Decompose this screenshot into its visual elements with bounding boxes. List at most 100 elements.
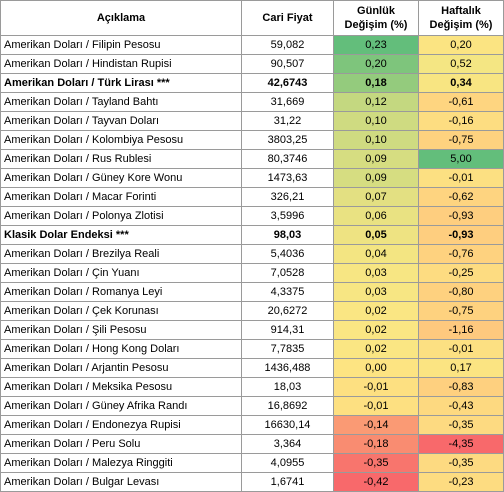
daily-change-cell: 0,07 bbox=[333, 187, 419, 207]
price-cell: 80,3746 bbox=[241, 149, 334, 169]
table-row: Amerikan Doları / Kolombiya Pesosu 3803,2… bbox=[0, 130, 504, 150]
table-row: Amerikan Doları / Tayvan Doları 31,22 0,10… bbox=[0, 111, 504, 131]
name-cell: Amerikan Doları / Hong Kong Doları bbox=[0, 339, 242, 359]
daily-change-cell: 0,00 bbox=[333, 358, 419, 378]
name-cell: Amerikan Doları / Bulgar Levası bbox=[0, 472, 242, 492]
table-row: Amerikan Doları / Çin Yuanı 7,0528 0,03 -0,… bbox=[0, 263, 504, 283]
weekly-change-cell: -0,80 bbox=[418, 282, 504, 302]
name-cell: Amerikan Doları / Macar Forinti bbox=[0, 187, 242, 207]
name-cell: Amerikan Doları / Şili Pesosu bbox=[0, 320, 242, 340]
weekly-change-cell: -0,01 bbox=[418, 168, 504, 188]
daily-change-cell: -0,01 bbox=[333, 377, 419, 397]
table-row: Amerikan Doları / Tayland Bahtı 31,669 0,1… bbox=[0, 92, 504, 112]
name-cell: Klasik Dolar Endeksi *** bbox=[0, 225, 242, 245]
weekly-change-cell: 5,00 bbox=[418, 149, 504, 169]
name-cell: Amerikan Doları / Arjantin Pesosu bbox=[0, 358, 242, 378]
daily-change-cell: 0,06 bbox=[333, 206, 419, 226]
header-weekly-line2: Değişim (%) bbox=[429, 19, 493, 31]
price-cell: 4,0955 bbox=[241, 453, 334, 473]
name-cell: Amerikan Doları / Kolombiya Pesosu bbox=[0, 130, 242, 150]
weekly-change-cell: -0,35 bbox=[418, 453, 504, 473]
daily-change-cell: 0,10 bbox=[333, 130, 419, 150]
price-cell: 7,0528 bbox=[241, 263, 334, 283]
table-row: Amerikan Doları / Arjantin Pesosu 1436,48… bbox=[0, 358, 504, 378]
header-name: Açıklama bbox=[0, 0, 242, 36]
weekly-change-cell: -1,16 bbox=[418, 320, 504, 340]
weekly-change-cell: -0,83 bbox=[418, 377, 504, 397]
table-row: Amerikan Doları / Brezilya Reali 5,4036 0,… bbox=[0, 244, 504, 264]
price-cell: 16,8692 bbox=[241, 396, 334, 416]
daily-change-cell: 0,03 bbox=[333, 282, 419, 302]
table-row: Amerikan Doları / Malezya Ringgiti 4,0955… bbox=[0, 453, 504, 473]
header-daily-line2: Değişim (%) bbox=[344, 19, 408, 31]
price-cell: 4,3375 bbox=[241, 282, 334, 302]
daily-change-cell: 0,05 bbox=[333, 225, 419, 245]
table-row: Amerikan Doları / Macar Forinti 326,21 0,0… bbox=[0, 187, 504, 207]
price-cell: 59,082 bbox=[241, 35, 334, 55]
price-cell: 16630,14 bbox=[241, 415, 334, 435]
price-cell: 42,6743 bbox=[241, 73, 334, 93]
weekly-change-cell: -0,62 bbox=[418, 187, 504, 207]
name-cell: Amerikan Doları / Romanya Leyi bbox=[0, 282, 242, 302]
name-cell: Amerikan Doları / Meksika Pesosu bbox=[0, 377, 242, 397]
price-cell: 90,507 bbox=[241, 54, 334, 74]
header-row: Açıklama Cari Fiyat Günlük Değişim (%) Ha… bbox=[0, 0, 504, 36]
header-price: Cari Fiyat bbox=[241, 0, 334, 36]
table-row: Amerikan Doları / Romanya Leyi 4,3375 0,03… bbox=[0, 282, 504, 302]
table-row: Amerikan Doları / Peru Solu 3,364 -0,18 -4,… bbox=[0, 434, 504, 454]
price-cell: 3,364 bbox=[241, 434, 334, 454]
table-row: Amerikan Doları / Meksika Pesosu 18,03 -0,… bbox=[0, 377, 504, 397]
weekly-change-cell: -0,16 bbox=[418, 111, 504, 131]
table-body: Amerikan Doları / Filipin Pesosu 59,082 0,… bbox=[0, 35, 504, 492]
price-cell: 20,6272 bbox=[241, 301, 334, 321]
weekly-change-cell: -0,01 bbox=[418, 339, 504, 359]
price-cell: 326,21 bbox=[241, 187, 334, 207]
weekly-change-cell: -4,35 bbox=[418, 434, 504, 454]
price-cell: 5,4036 bbox=[241, 244, 334, 264]
header-daily-line1: Günlük bbox=[357, 5, 395, 17]
daily-change-cell: -0,01 bbox=[333, 396, 419, 416]
daily-change-cell: -0,35 bbox=[333, 453, 419, 473]
daily-change-cell: 0,02 bbox=[333, 320, 419, 340]
name-cell: Amerikan Doları / Brezilya Reali bbox=[0, 244, 242, 264]
table-row: Klasik Dolar Endeksi *** 98,03 0,05 -0,93 bbox=[0, 225, 504, 245]
weekly-change-cell: -0,93 bbox=[418, 206, 504, 226]
table-row: Amerikan Doları / Türk Lirası *** 42,6743… bbox=[0, 73, 504, 93]
table-row: Amerikan Doları / Rus Rublesi 80,3746 0,09… bbox=[0, 149, 504, 169]
price-cell: 3803,25 bbox=[241, 130, 334, 150]
table-row: Amerikan Doları / Çek Korunası 20,6272 0,0… bbox=[0, 301, 504, 321]
price-cell: 7,7835 bbox=[241, 339, 334, 359]
price-cell: 31,669 bbox=[241, 92, 334, 112]
weekly-change-cell: -0,61 bbox=[418, 92, 504, 112]
name-cell: Amerikan Doları / Çek Korunası bbox=[0, 301, 242, 321]
table-row: Amerikan Doları / Polonya Zlotisi 3,5996 0… bbox=[0, 206, 504, 226]
table-row: Amerikan Doları / Hindistan Rupisi 90,507… bbox=[0, 54, 504, 74]
header-weekly-line1: Haftalık bbox=[441, 5, 481, 17]
weekly-change-cell: 0,17 bbox=[418, 358, 504, 378]
header-daily-change: Günlük Değişim (%) bbox=[333, 0, 419, 36]
weekly-change-cell: 0,20 bbox=[418, 35, 504, 55]
weekly-change-cell: -0,23 bbox=[418, 472, 504, 492]
name-cell: Amerikan Doları / Tayland Bahtı bbox=[0, 92, 242, 112]
name-cell: Amerikan Doları / Peru Solu bbox=[0, 434, 242, 454]
daily-change-cell: 0,02 bbox=[333, 339, 419, 359]
daily-change-cell: 0,09 bbox=[333, 149, 419, 169]
daily-change-cell: -0,42 bbox=[333, 472, 419, 492]
daily-change-cell: 0,20 bbox=[333, 54, 419, 74]
name-cell: Amerikan Doları / Güney Kore Wonu bbox=[0, 168, 242, 188]
table-row: Amerikan Doları / Bulgar Levası 1,6741 -0,… bbox=[0, 472, 504, 492]
name-cell: Amerikan Doları / Polonya Zlotisi bbox=[0, 206, 242, 226]
table-row: Amerikan Doları / Hong Kong Doları 7,7835… bbox=[0, 339, 504, 359]
weekly-change-cell: 0,52 bbox=[418, 54, 504, 74]
table-row: Amerikan Doları / Şili Pesosu 914,31 0,02-… bbox=[0, 320, 504, 340]
table-row: Amerikan Doları / Filipin Pesosu 59,082 0,… bbox=[0, 35, 504, 55]
table-row: Amerikan Doları / Güney Afrika Randı 16,8… bbox=[0, 396, 504, 416]
daily-change-cell: 0,02 bbox=[333, 301, 419, 321]
header-weekly-change: Haftalık Değişim (%) bbox=[418, 0, 504, 36]
price-cell: 1,6741 bbox=[241, 472, 334, 492]
daily-change-cell: 0,04 bbox=[333, 244, 419, 264]
price-cell: 1436,488 bbox=[241, 358, 334, 378]
table-row: Amerikan Doları / Güney Kore Wonu 1473,63… bbox=[0, 168, 504, 188]
price-cell: 31,22 bbox=[241, 111, 334, 131]
